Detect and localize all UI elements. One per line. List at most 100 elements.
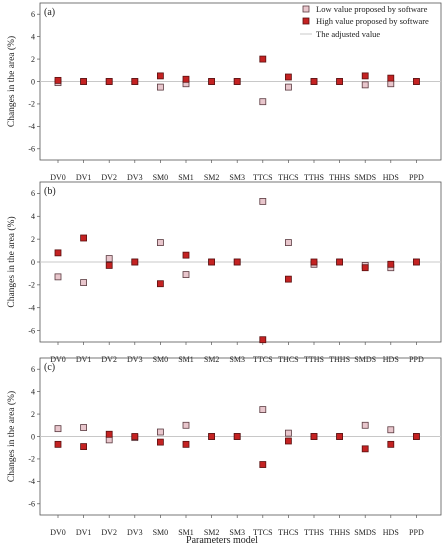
x-tick-label: TTCS: [253, 528, 273, 537]
high-value-marker: [336, 78, 344, 85]
y-tick-label: -4: [28, 477, 35, 486]
x-tick-label: DV2: [101, 173, 117, 182]
y-tick-label: -4: [28, 304, 35, 313]
high-value-marker: [131, 433, 139, 440]
high-value-marker: [361, 72, 369, 80]
low-value-marker: [156, 428, 164, 436]
high-value-marker: [105, 262, 113, 269]
high-value-marker: [80, 78, 87, 85]
x-tick-label: TTHS: [304, 355, 324, 364]
low-value-marker: [361, 81, 369, 89]
y-tick-label: 6: [31, 365, 35, 374]
high-value-marker: [412, 78, 420, 85]
x-tick-label: HDS: [383, 528, 399, 537]
high-value-marker: [336, 258, 344, 266]
x-tick-label: SM1: [178, 528, 194, 537]
high-value-marker: [310, 78, 318, 85]
high-value-marker: [361, 445, 369, 453]
legend-label-adjusted: The adjusted value: [316, 29, 380, 39]
x-tick-label: DV3: [127, 173, 143, 182]
x-tick-label: DV1: [76, 528, 92, 537]
low-value-marker: [284, 239, 292, 246]
panel-label: (a): [44, 7, 55, 18]
x-tick-label: THHS: [329, 173, 350, 182]
low-value-marker: [80, 424, 87, 431]
x-tick-label: THCS: [278, 528, 298, 537]
y-tick-label: 6: [31, 189, 35, 198]
x-tick-label: SM2: [204, 173, 220, 182]
x-tick-label: PPD: [409, 173, 424, 182]
low-value-marker: [156, 83, 164, 91]
y-tick-label: 0: [31, 258, 35, 267]
low-value-marker: [54, 425, 62, 433]
low-value-marker: [182, 421, 190, 429]
y-axis-label: Changes in the area (%): [6, 216, 17, 307]
high-value-marker: [284, 73, 292, 81]
high-value-marker: [156, 72, 164, 80]
high-value-marker: [208, 258, 216, 266]
x-tick-label: DV3: [127, 528, 143, 537]
x-tick-label: TTCS: [253, 173, 273, 182]
x-tick-label: SMDS: [354, 355, 376, 364]
high-value-marker: [233, 433, 241, 440]
low-value-marker: [284, 83, 292, 91]
x-tick-label: THHS: [329, 528, 350, 537]
x-tick-label: TTHS: [304, 173, 324, 182]
high-value-marker: [259, 55, 267, 63]
x-tick-label: SM1: [178, 355, 194, 364]
high-value-marker: [54, 249, 62, 257]
x-axis-label: Parameters model: [186, 535, 258, 546]
x-tick-label: SM2: [204, 528, 220, 537]
low-value-marker: [105, 436, 113, 444]
high-value-marker: [80, 234, 87, 242]
low-value-marker: [182, 271, 190, 278]
x-tick-label: DV1: [76, 173, 92, 182]
legend: Low value proposed by software High valu…: [300, 4, 429, 39]
low-value-marker: [259, 406, 267, 413]
x-tick-label: DV1: [76, 355, 92, 364]
y-tick-label: -6: [28, 145, 35, 154]
legend-marker-high: [302, 17, 310, 25]
y-tick-label: -2: [28, 281, 35, 290]
low-value-marker: [80, 279, 87, 286]
y-tick-label: -2: [28, 100, 35, 109]
x-tick-label: SM0: [153, 528, 169, 537]
high-value-marker: [105, 78, 113, 85]
high-value-marker: [156, 438, 164, 446]
high-value-marker: [310, 433, 318, 440]
panel-label: (c): [44, 362, 55, 373]
x-tick-label: SMDS: [354, 173, 376, 182]
y-tick-label: 2: [31, 410, 35, 419]
high-value-marker: [310, 258, 318, 266]
y-tick-label: 0: [31, 432, 35, 441]
y-tick-label: 0: [31, 77, 35, 86]
x-tick-label: DV2: [101, 528, 117, 537]
y-tick-label: -2: [28, 455, 35, 464]
y-tick-label: 6: [31, 10, 35, 19]
high-value-marker: [233, 78, 241, 85]
legend-label-low: Low value proposed by software: [316, 4, 428, 14]
x-tick-label: SM3: [229, 173, 245, 182]
y-tick-label: 2: [31, 55, 35, 64]
low-value-marker: [105, 255, 113, 262]
x-tick-label: TTCS: [253, 355, 273, 364]
low-value-marker: [361, 421, 369, 429]
high-value-marker: [54, 440, 62, 448]
x-tick-label: DV0: [50, 528, 66, 537]
x-tick-label: DV2: [101, 355, 117, 364]
x-tick-label: DV3: [127, 355, 143, 364]
low-value-marker: [259, 198, 267, 205]
panel-1: 6 4 2 0 -2 -4 -6 Changes in the area (%) (a) DV0 D…: [6, 2, 442, 182]
y-tick-label: 2: [31, 235, 35, 244]
x-tick-label: THHS: [329, 355, 350, 364]
x-tick-label: DV0: [50, 355, 66, 364]
high-value-marker: [387, 260, 395, 268]
high-value-marker: [387, 440, 395, 448]
high-value-marker: [284, 437, 292, 445]
high-value-marker: [284, 275, 292, 283]
x-tick-label: SMDS: [354, 528, 376, 537]
low-value-marker: [54, 273, 62, 281]
panels-group: 6 4 2 0 -2 -4 -6 Changes in the area (%) (a) DV0 D…: [6, 2, 442, 537]
x-tick-label: SM0: [153, 173, 169, 182]
